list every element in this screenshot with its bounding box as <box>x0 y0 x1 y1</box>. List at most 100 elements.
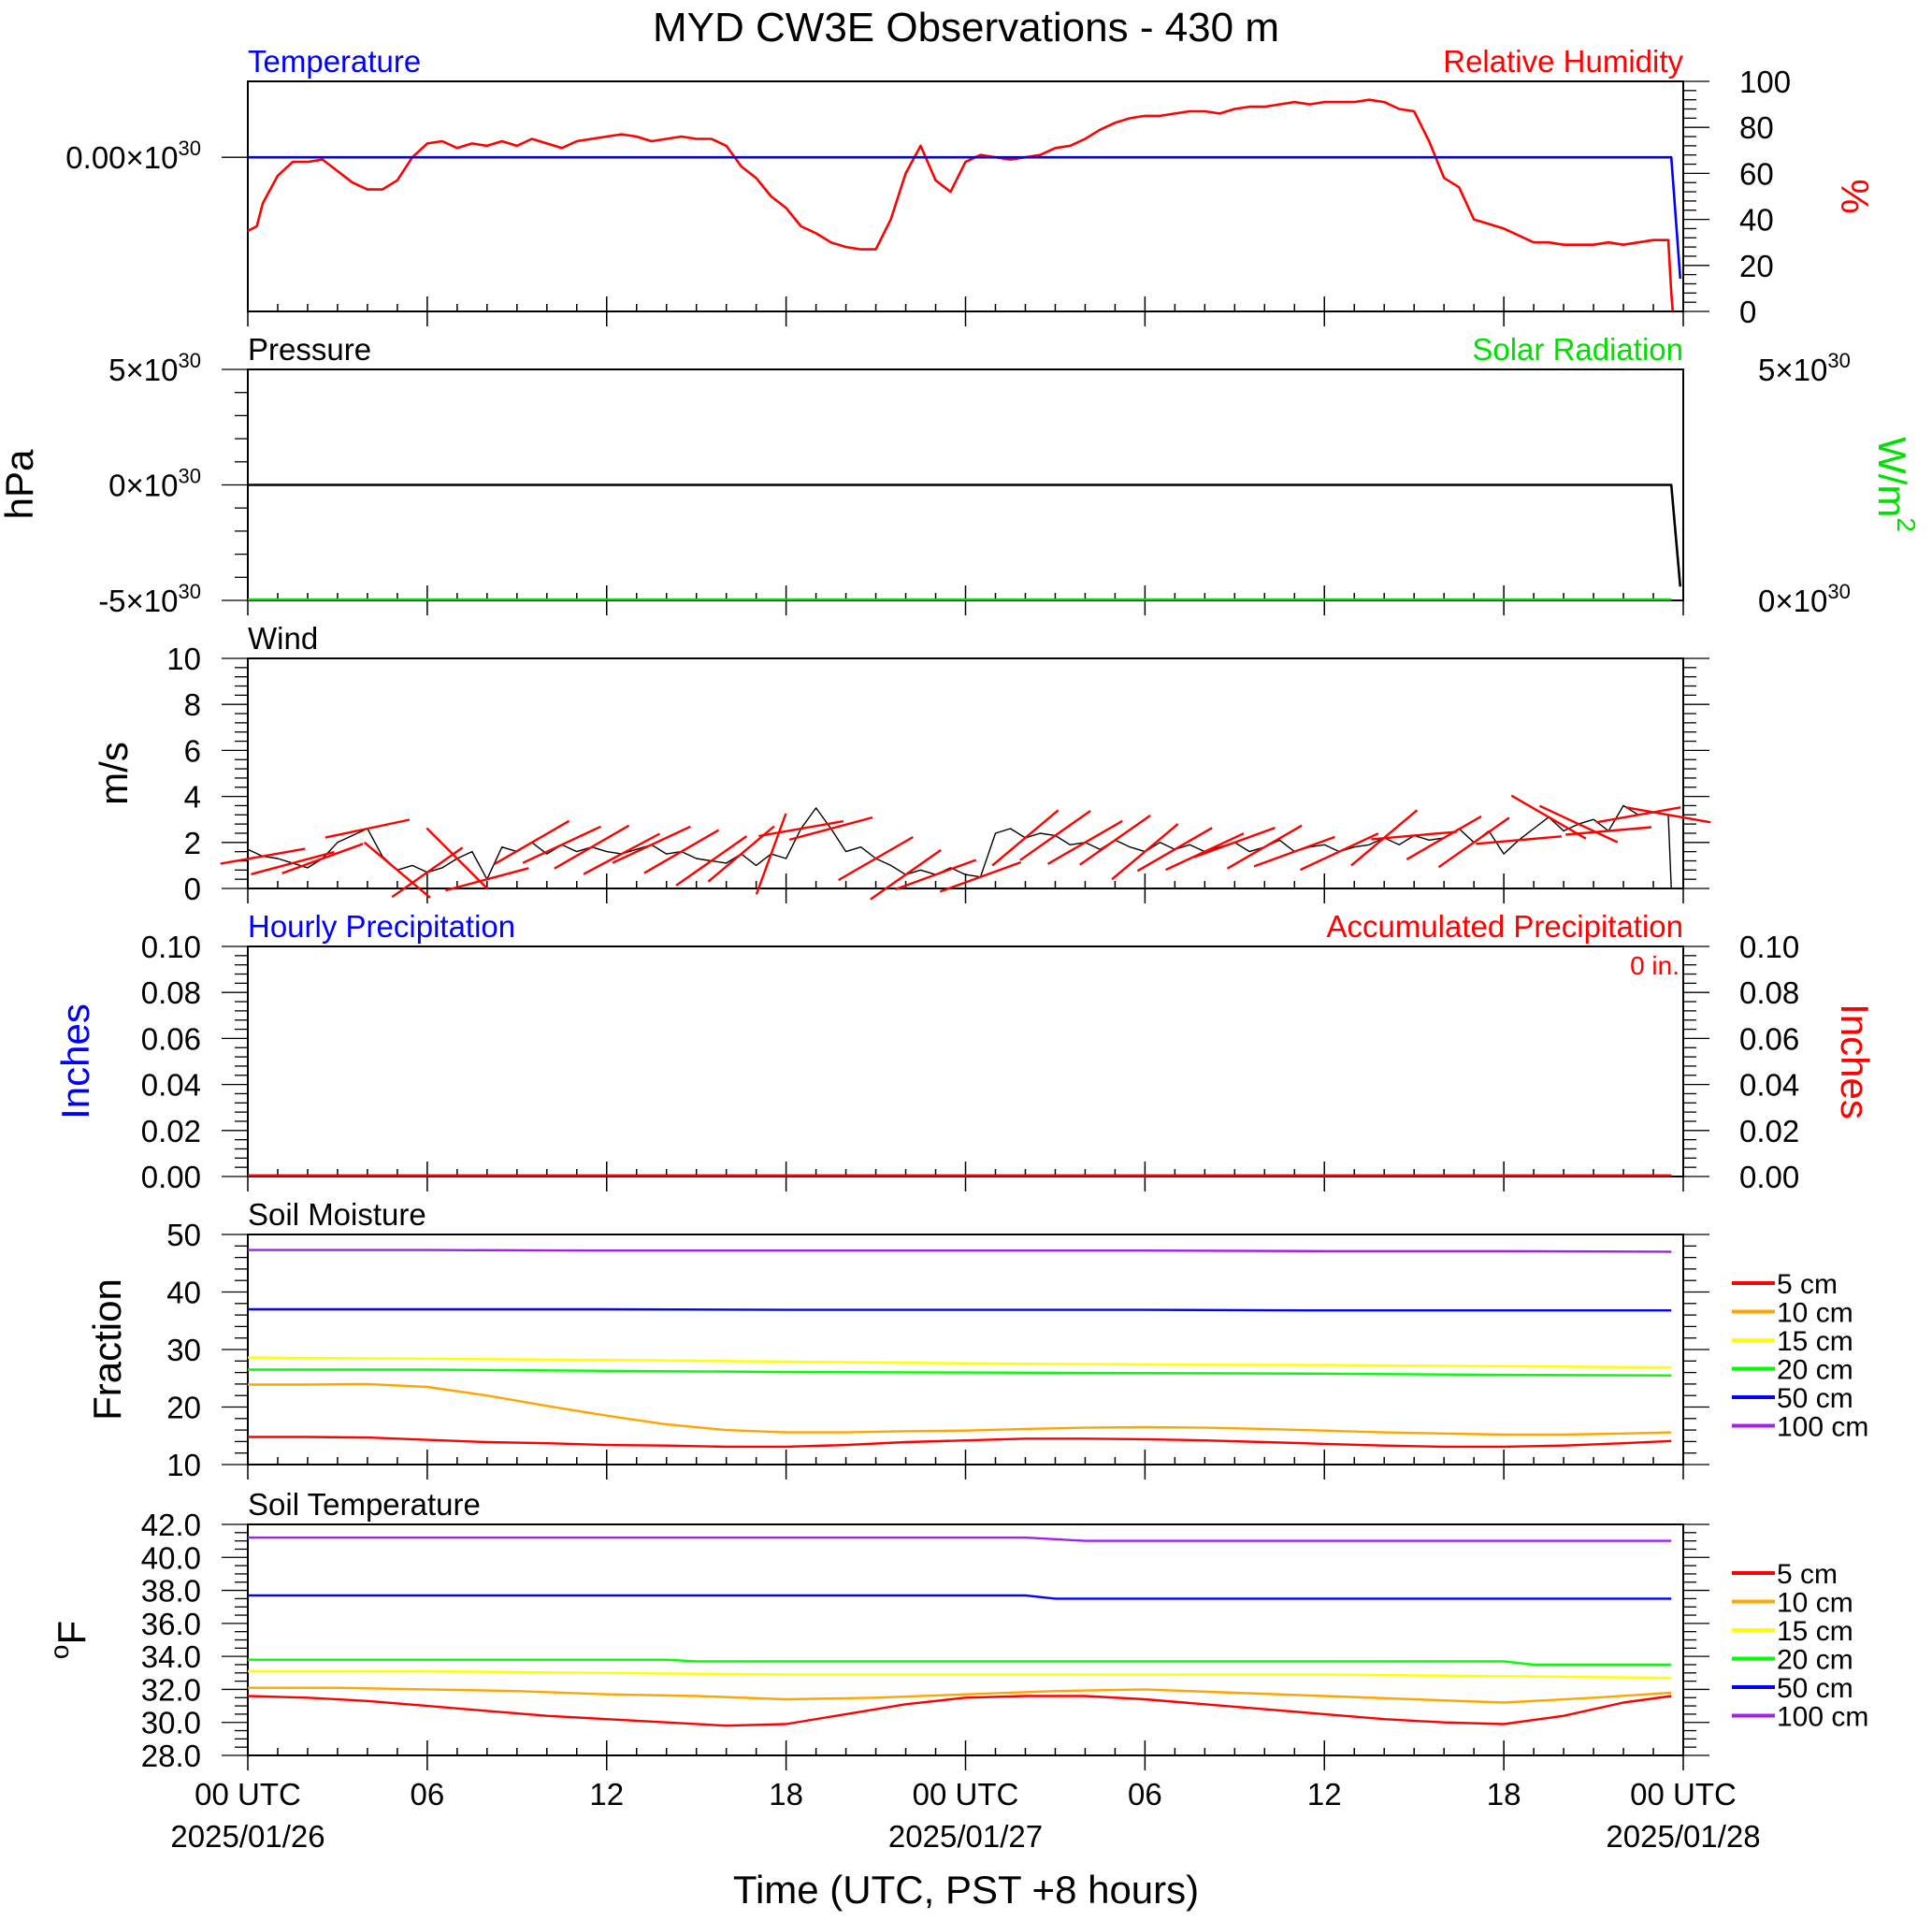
panel-wind: Wind 0 2 4 6 8 10 m/s <box>92 621 1711 906</box>
y-tick-label-soil: 50 <box>166 1218 201 1252</box>
wind-barb <box>1510 794 1587 840</box>
x-tick-label: 00 UTC <box>195 1777 301 1812</box>
y-tick-label-accum: 0.08 <box>1739 975 1799 1010</box>
panel-title-soil-temperature: Soil Temperature <box>248 1487 481 1522</box>
y-tick-label-wind: 0 <box>184 872 201 906</box>
y-tick-label-soil: 10 <box>166 1448 201 1482</box>
y-axis-label-soil: oF <box>45 1621 94 1659</box>
wind-barb <box>1193 826 1276 859</box>
series-soil-100cm <box>248 1249 1672 1253</box>
x-tick-date: 2025/01/28 <box>1606 1819 1760 1854</box>
y-tick-label-wind: 6 <box>184 733 201 768</box>
wind-barb <box>1538 804 1619 844</box>
y-tick-label-temperature: 0.00×1030 <box>65 137 201 175</box>
series-soil-5cm <box>248 1436 1672 1449</box>
y-tick-label-soil: 40.0 <box>141 1540 201 1575</box>
x-axis-label: Time (UTC, PST +8 hours) <box>733 1868 1199 1912</box>
y-tick-label-soil: 42.0 <box>141 1508 201 1542</box>
wind-barb <box>870 848 942 901</box>
wind-barb <box>1371 830 1458 841</box>
series-soil-20cm <box>248 1368 1672 1377</box>
wind-barb <box>1136 827 1213 873</box>
y-tick-label-soil: 28.0 <box>141 1739 201 1773</box>
y-tick-label-pressure: -5×1030 <box>98 580 201 618</box>
series-soil-15cm <box>247 1356 1672 1369</box>
wind-barb <box>220 847 306 865</box>
y-tick-label-rh: 80 <box>1739 110 1774 145</box>
y-tick-label-soil: 20 <box>166 1391 201 1425</box>
panel-pressure-solar: Pressure Solar Radiation 5×1030 0×1030 -5×10… <box>0 332 1921 618</box>
x-tick-label: 06 <box>411 1777 445 1812</box>
x-tick-label: 12 <box>1307 1777 1342 1812</box>
wind-barb <box>1079 815 1151 866</box>
wind-barb <box>939 860 1022 893</box>
plot-frame <box>247 657 1684 889</box>
y-axis-label-solar: W/m2 <box>1870 437 1921 532</box>
x-tick-date: 2025/01/26 <box>170 1819 324 1854</box>
series-soil-10cm <box>248 1382 1672 1436</box>
panel-title-pressure: Pressure <box>248 332 371 367</box>
legend-label: 10 cm <box>1777 1298 1853 1329</box>
y-tick-label-soil: 34.0 <box>141 1639 201 1674</box>
y-tick-label-hourly: 0.08 <box>141 975 201 1010</box>
y-tick-label-wind: 4 <box>184 780 201 815</box>
panel-precipitation: Hourly Precipitation Accumulated Precipit… <box>53 909 1877 1194</box>
x-tick-label: 18 <box>1487 1777 1521 1812</box>
panel-title-wind: Wind <box>248 621 318 656</box>
y-tick-label-accum: 0.06 <box>1739 1021 1799 1056</box>
y-tick-label-solar: 5×1030 <box>1758 349 1851 387</box>
wind-barb <box>1047 819 1123 865</box>
wind-barb <box>1437 816 1510 869</box>
chart-title: MYD CW3E Observations - 430 m <box>653 5 1279 51</box>
y-tick-label-hourly: 0.02 <box>141 1114 201 1148</box>
wind-barb <box>425 827 489 890</box>
y-tick-label-soil: 30 <box>166 1333 201 1367</box>
y-tick-label-hourly: 0.04 <box>141 1068 201 1103</box>
y-tick-label-rh: 60 <box>1739 156 1774 191</box>
wind-barb <box>583 832 660 875</box>
x-tick-label: 18 <box>769 1777 803 1812</box>
wind-barb <box>758 819 844 838</box>
y-tick-label-wind: 10 <box>166 642 201 676</box>
legend-label: 50 cm <box>1777 1383 1853 1414</box>
y-axis-label-pressure: hPa <box>0 449 41 519</box>
y-tick-label-soil: 36.0 <box>141 1607 201 1641</box>
panels: Temperature Relative Humidity0.00×1030020… <box>0 44 1921 1773</box>
panel-temperature-rh: Temperature Relative Humidity 0.00×1030 0 20… <box>65 44 1877 329</box>
series-soil-20cm <box>248 1658 1672 1667</box>
y-tick-label-accum: 0.00 <box>1739 1160 1799 1194</box>
wind-barb <box>1595 806 1681 824</box>
wind-barb <box>612 825 691 864</box>
wind-barb <box>281 843 364 874</box>
wind-barb <box>894 859 977 891</box>
y-axis-label-rh: % <box>1833 179 1877 213</box>
series-relative-humidity <box>247 98 1675 312</box>
wind-barb <box>1476 835 1563 845</box>
y-tick-label-soil: 40 <box>166 1276 201 1310</box>
plot-frame <box>247 946 1684 1177</box>
panel-title-solar: Solar Radiation <box>1472 332 1683 367</box>
panel-soil-temperature: Soil Temperature 28.030.032.034.036.038.0… <box>45 1487 1868 1773</box>
y-tick-label-pressure: 5×1030 <box>108 349 201 387</box>
wind-barb <box>838 835 914 882</box>
y-tick-label-soil: 30.0 <box>141 1706 201 1740</box>
x-tick-label: 12 <box>589 1777 624 1812</box>
wind-barb <box>494 819 570 865</box>
y-tick-label-accum: 0.04 <box>1739 1068 1799 1103</box>
y-axis-label-accum: Inches <box>1833 1003 1877 1119</box>
y-tick-label-rh: 0 <box>1739 295 1756 329</box>
panel-title-accum-precip: Accumulated Precipitation <box>1326 909 1683 944</box>
series-soil-50cm <box>248 1594 1672 1600</box>
plot-frame <box>247 1523 1684 1756</box>
y-axis-label-soil: Fraction <box>85 1278 129 1421</box>
wind-barb <box>1226 824 1303 870</box>
wind-barb <box>1406 815 1482 860</box>
legend-label: 100 cm <box>1777 1412 1868 1443</box>
y-tick-label-hourly: 0.00 <box>141 1160 201 1194</box>
y-tick-label-rh: 40 <box>1739 203 1774 238</box>
wind-barb <box>1625 806 1711 824</box>
y-tick-label-accum: 0.02 <box>1739 1114 1799 1148</box>
x-tick-label: 00 UTC <box>913 1777 1019 1812</box>
